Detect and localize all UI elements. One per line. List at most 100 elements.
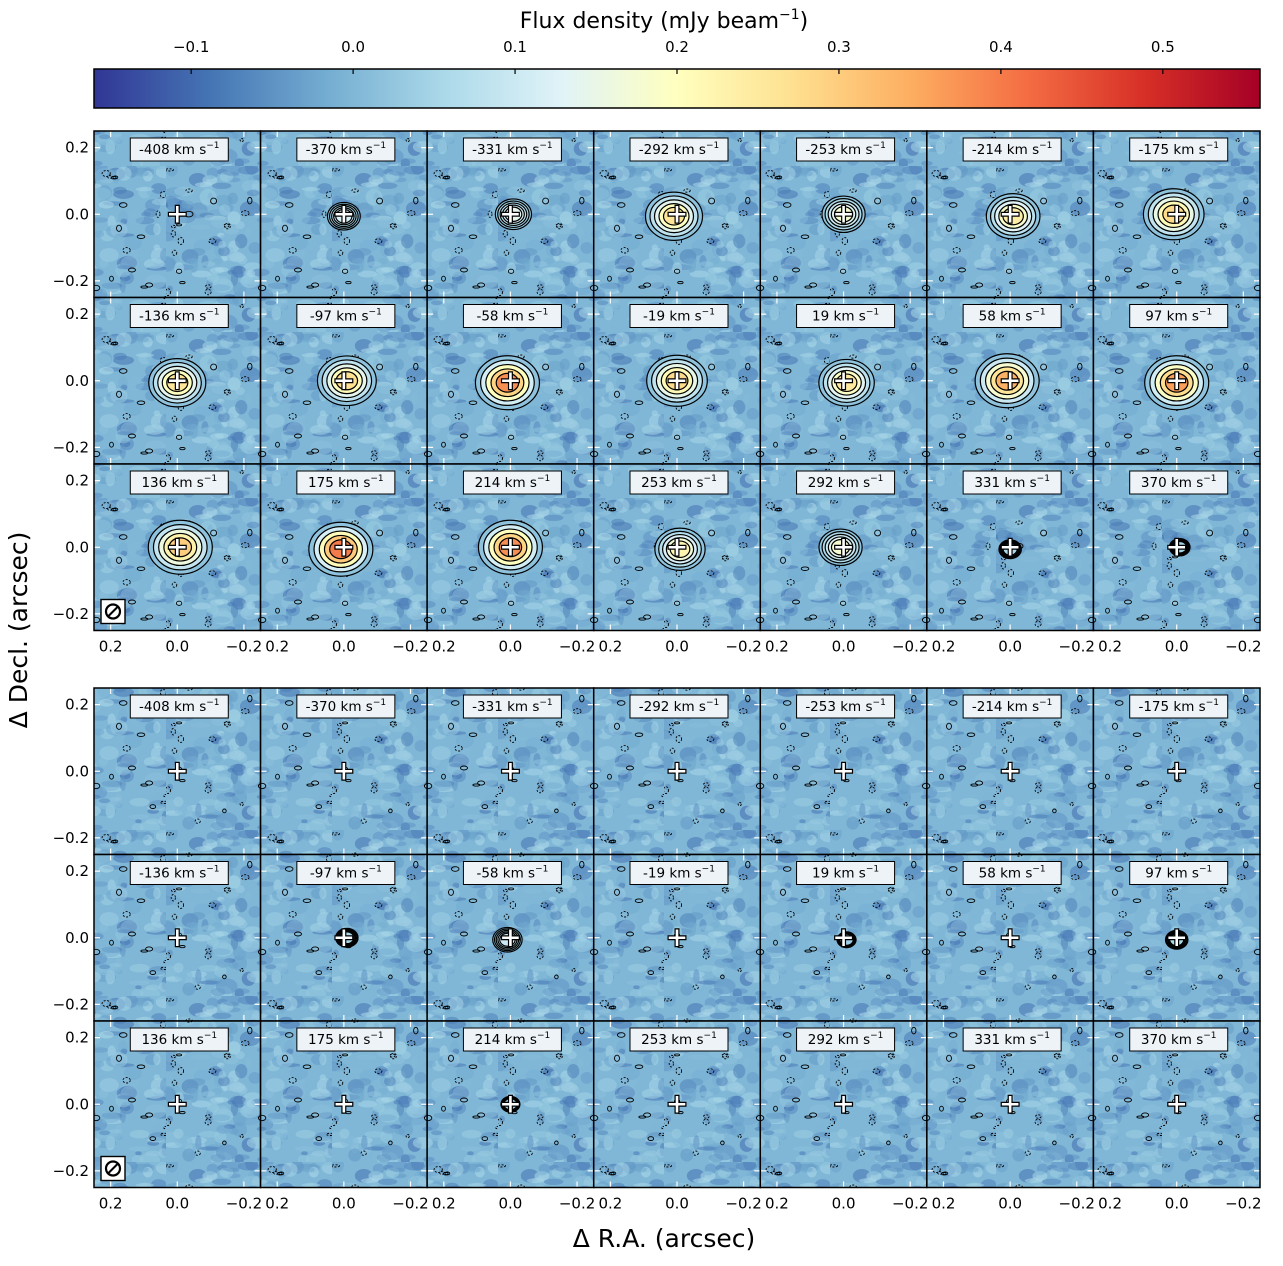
center-marker xyxy=(335,372,353,390)
channel-panel: 97 km s−1 xyxy=(1092,853,1261,1022)
velocity-label-box xyxy=(129,861,229,885)
channel-panel: -214 km s−1 xyxy=(926,130,1095,299)
x-tick-label: 0.2 xyxy=(765,1195,789,1213)
velocity-label-box xyxy=(962,470,1062,495)
x-tick-label: −0.2 xyxy=(892,638,928,656)
velocity-label: -253 km s−1 xyxy=(805,698,886,715)
x-tick-label: −0.2 xyxy=(559,638,595,656)
center-marker xyxy=(835,929,852,947)
x-tick-label: −0.2 xyxy=(1059,638,1095,656)
center-marker xyxy=(502,929,519,947)
center-marker xyxy=(668,1095,686,1113)
channel-panel: -253 km s−1 xyxy=(759,687,928,856)
y-tick-label: −0.2 xyxy=(53,438,89,456)
velocity-label: 292 km s−1 xyxy=(808,1031,884,1048)
velocity-label-box xyxy=(796,694,896,719)
x-tick-label: −0.2 xyxy=(725,638,761,656)
velocity-label-box xyxy=(462,137,562,162)
velocity-label-box xyxy=(962,304,1062,328)
center-marker xyxy=(168,538,186,556)
velocity-label-box xyxy=(796,470,896,495)
velocity-label: 175 km s−1 xyxy=(308,1031,384,1048)
channel-panel: -97 km s−1 xyxy=(259,853,428,1022)
velocity-label: 331 km s−1 xyxy=(974,474,1050,491)
x-tick-label: 0.2 xyxy=(932,1195,956,1213)
velocity-label: -292 km s−1 xyxy=(639,141,720,158)
channel-panel: -214 km s−1 xyxy=(926,687,1095,856)
center-marker xyxy=(1168,372,1186,390)
center-marker xyxy=(835,372,852,390)
y-tick-label: 0.0 xyxy=(65,929,89,947)
velocity-label-box xyxy=(796,137,896,162)
panel-group-lower: -408 km s−1 -370 km s−1 -331 km s−1 -292 km… xyxy=(93,687,1261,1189)
y-tick-label: 0.2 xyxy=(65,862,89,880)
x-tick-label: 0.2 xyxy=(1098,638,1122,656)
channel-panel: 292 km s−1 xyxy=(759,463,928,632)
velocity-label: -214 km s−1 xyxy=(972,141,1053,158)
velocity-label-box xyxy=(1129,470,1229,495)
channel-panel: 370 km s−1 xyxy=(1092,463,1261,632)
velocity-label-box xyxy=(796,861,896,885)
velocity-label-box xyxy=(1129,694,1229,719)
x-tick-label: −0.2 xyxy=(892,1195,928,1213)
x-tick-label: 0.2 xyxy=(99,638,123,656)
velocity-label: -58 km s−1 xyxy=(476,865,548,882)
velocity-label: 292 km s−1 xyxy=(808,474,884,491)
panel-frame xyxy=(1092,1020,1261,1189)
velocity-label: -408 km s−1 xyxy=(139,698,220,715)
center-marker xyxy=(1001,205,1019,223)
center-marker xyxy=(1168,1095,1186,1113)
center-marker xyxy=(502,538,519,556)
x-tick-label: −0.2 xyxy=(1225,1195,1261,1213)
velocity-label: 370 km s−1 xyxy=(1141,474,1217,491)
y-axis-label: Δ Decl. (arcsec) xyxy=(4,532,33,729)
channel-panels: -408 km s−1 -370 km s−1 -331 km s−1 -292 km… xyxy=(93,130,1261,1189)
colorbar-title: Flux density (mJy beam−1) xyxy=(520,7,809,34)
velocity-label: -175 km s−1 xyxy=(1138,141,1219,158)
center-marker xyxy=(668,205,686,223)
velocity-label-box xyxy=(1129,137,1229,162)
channel-panel: -292 km s−1 xyxy=(592,130,762,299)
x-tick-label: 0.0 xyxy=(498,638,522,656)
velocity-label-box xyxy=(1129,861,1229,885)
x-tick-label: 0.0 xyxy=(1165,1195,1189,1213)
velocity-label: -19 km s−1 xyxy=(643,865,715,882)
panel-frame xyxy=(1092,463,1261,632)
colorbar-tick-label: 0.3 xyxy=(827,38,851,56)
x-tick-label: 0.0 xyxy=(832,1195,856,1213)
x-tick-label: 0.0 xyxy=(998,1195,1022,1213)
x-tick-label: 0.2 xyxy=(765,638,789,656)
channel-panel: -175 km s−1 xyxy=(1092,130,1261,299)
x-tick-label: 0.2 xyxy=(265,638,289,656)
velocity-label-box xyxy=(629,304,729,328)
y-tick-label: 0.0 xyxy=(65,538,89,556)
center-marker xyxy=(835,762,852,780)
channel-panel: 175 km s−1 xyxy=(259,1020,428,1189)
channel-panel: -331 km s−1 xyxy=(426,687,595,856)
x-tick-label: 0.2 xyxy=(432,1195,456,1213)
y-tick-label: 0.2 xyxy=(65,472,89,490)
channel-panel: 19 km s−1 xyxy=(759,853,928,1022)
colorbar-tick-label: 0.4 xyxy=(989,38,1013,56)
x-tick-label: 0.2 xyxy=(265,1195,289,1213)
velocity-label: 175 km s−1 xyxy=(308,474,384,491)
y-tick-label: 0.0 xyxy=(65,762,89,780)
velocity-label: -136 km s−1 xyxy=(139,308,220,325)
velocity-label: -19 km s−1 xyxy=(643,308,715,325)
velocity-label: -175 km s−1 xyxy=(1138,698,1219,715)
center-marker xyxy=(1001,762,1019,780)
y-tick-label: −0.2 xyxy=(53,829,89,847)
x-tick-label: −0.2 xyxy=(1059,1195,1095,1213)
y-tick-label: −0.2 xyxy=(53,1162,89,1180)
channel-panel: 136 km s−1 xyxy=(93,463,262,632)
channel-panel: -136 km s−1 xyxy=(93,853,262,1022)
velocity-label-box xyxy=(796,304,896,328)
channel-panel: -370 km s−1 xyxy=(259,687,428,856)
center-marker xyxy=(502,205,519,223)
velocity-label-box xyxy=(462,304,562,328)
colorbar-tick-label: −0.1 xyxy=(173,38,209,56)
center-marker xyxy=(335,762,353,780)
velocity-label: 331 km s−1 xyxy=(974,1031,1050,1048)
velocity-label-box xyxy=(1129,1027,1229,1052)
